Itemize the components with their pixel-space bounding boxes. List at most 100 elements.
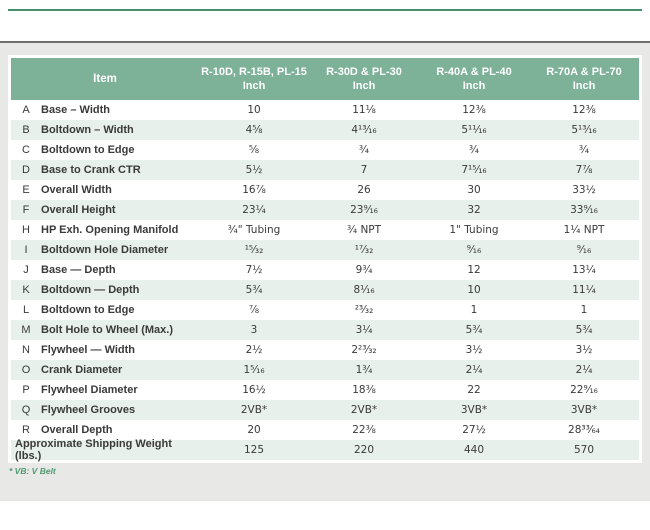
- row-item-label: Boltdown to Edge: [41, 144, 135, 156]
- column-header-model: R-30D & PL-30: [326, 66, 402, 78]
- table-row: L Boltdown to Edge ⅞ ²³⁄₃₂ 1 1: [11, 300, 639, 320]
- table-row: F Overall Height 23¼ 23⁹⁄₁₆ 32 33⁹⁄₁₆: [11, 200, 639, 220]
- row-item-label: Flywheel — Width: [41, 344, 136, 356]
- row-value: 7½: [245, 264, 263, 276]
- table-row: N Flywheel — Width 2½ 2²³⁄₃₂ 3½ 3½: [11, 340, 639, 360]
- spec-table: Item R-10D, R-15B, PL-15 Inch R-30D & PL…: [8, 55, 642, 463]
- row-item-label: Flywheel Diameter: [41, 384, 138, 396]
- row-letter: I: [24, 244, 28, 256]
- row-letter: A: [22, 104, 30, 116]
- row-value: 1¼ NPT: [563, 224, 605, 236]
- column-header-unit: Inch: [462, 80, 486, 92]
- row-item-label: Bolt Hole to Wheel (Max.): [41, 324, 173, 336]
- row-value: 3½: [465, 344, 483, 356]
- row-item-label: Overall Depth: [41, 424, 113, 436]
- table-row: A Base – Width 10 11⅛ 12⅜ 12⅜: [11, 100, 639, 120]
- row-value: ¾: [468, 144, 480, 156]
- column-header-unit: Inch: [572, 80, 596, 92]
- row-value: 18⅜: [352, 384, 376, 396]
- row-item-label: Base – Width: [41, 104, 110, 116]
- column-header-r40a: R-40A & PL-40 Inch: [419, 65, 529, 93]
- row-value: 4¹³⁄₁₆: [351, 124, 377, 136]
- row-letter: F: [22, 204, 30, 216]
- row-value: 2VB*: [350, 404, 378, 416]
- column-header-r70a: R-70A & PL-70 Inch: [529, 65, 639, 93]
- row-value: 3: [250, 324, 258, 336]
- row-value: ⁹⁄₁₆: [576, 244, 592, 256]
- row-value: 7¹⁵⁄₁₆: [461, 164, 487, 176]
- row-value: 4⅝: [245, 124, 263, 136]
- row-value: 7⅞: [575, 164, 593, 176]
- accent-divider-line: [8, 9, 642, 11]
- row-value: 33½: [572, 184, 596, 196]
- row-item-label: Boltdown Hole Diameter: [41, 244, 169, 256]
- table-row: C Boltdown to Edge ⅝ ¾ ¾ ¾: [11, 140, 639, 160]
- row-value: 7: [360, 164, 368, 176]
- table-body: A Base – Width 10 11⅛ 12⅜ 12⅜ B Boltdown – Widt…: [11, 100, 639, 440]
- row-value: 5¹³⁄₁₆: [571, 124, 597, 136]
- row-value: 10: [467, 284, 481, 296]
- row-value: 1⁵⁄₁₆: [243, 364, 265, 376]
- row-value: 3½: [575, 344, 593, 356]
- summary-value: 220: [353, 444, 375, 456]
- row-letter: E: [22, 184, 30, 196]
- row-item-label: Overall Width: [41, 184, 112, 196]
- column-header-unit: Inch: [352, 80, 376, 92]
- row-letter: C: [22, 144, 30, 156]
- column-header-model: R-40A & PL-40: [436, 66, 512, 78]
- row-value: 5¾: [245, 284, 263, 296]
- row-value: 3¼: [355, 324, 373, 336]
- row-value: 16½: [242, 384, 266, 396]
- row-letter: R: [22, 424, 30, 436]
- table-row: E Overall Width 16⅞ 26 30 33½: [11, 180, 639, 200]
- row-value: 2¼: [575, 364, 593, 376]
- table-row: H HP Exh. Opening Manifold ¾" Tubing ¾ NPT 1…: [11, 220, 639, 240]
- row-value: ¾" Tubing: [227, 224, 281, 236]
- row-item-label: Overall Height: [41, 204, 116, 216]
- row-letter: N: [22, 344, 30, 356]
- row-value: 32: [467, 204, 481, 216]
- row-value: ¹⁵⁄₃₂: [244, 244, 264, 256]
- row-letter: Q: [21, 404, 31, 416]
- row-value: 5¹¹⁄₁₆: [461, 124, 487, 136]
- row-value: 2²³⁄₃₂: [351, 344, 377, 356]
- table-row: K Boltdown — Depth 5¾ 8¹⁄₁₆ 10 11¼: [11, 280, 639, 300]
- row-value: 5¾: [465, 324, 483, 336]
- summary-value: 440: [463, 444, 485, 456]
- row-value: 2VB*: [240, 404, 268, 416]
- row-value: ¹⁷⁄₃₂: [354, 244, 374, 256]
- row-letter: H: [22, 224, 30, 236]
- column-header-unit: Inch: [242, 80, 266, 92]
- row-value: 23¼: [242, 204, 266, 216]
- row-letter: K: [22, 284, 30, 296]
- item-column-header: Item: [93, 73, 117, 85]
- row-value: 28³³⁄₆₄: [568, 424, 600, 436]
- summary-value: 570: [573, 444, 595, 456]
- row-value: 1: [470, 304, 478, 316]
- row-value: ⅞: [248, 304, 260, 316]
- table-header-row: Item R-10D, R-15B, PL-15 Inch R-30D & PL…: [11, 58, 639, 100]
- row-value: ¾ NPT: [346, 224, 382, 236]
- row-value: 2¼: [465, 364, 483, 376]
- row-value: 16⅞: [242, 184, 266, 196]
- row-value: 27½: [462, 424, 486, 436]
- row-letter: P: [22, 384, 30, 396]
- row-value: 11¼: [572, 284, 596, 296]
- table-row: Q Flywheel Grooves 2VB* 2VB* 3VB* 3VB*: [11, 400, 639, 420]
- column-header-model: R-10D, R-15B, PL-15: [201, 66, 307, 78]
- table-row: J Base — Depth 7½ 9¾ 12 13¼: [11, 260, 639, 280]
- row-value: 1: [580, 304, 588, 316]
- row-item-label: Flywheel Grooves: [41, 404, 136, 416]
- row-value: 12⅜: [572, 104, 596, 116]
- row-value: 8¹⁄₁₆: [353, 284, 375, 296]
- row-value: 11⅛: [352, 104, 376, 116]
- row-letter: B: [22, 124, 30, 136]
- row-value: 22⁹⁄₁₆: [570, 384, 598, 396]
- row-value: 13¼: [572, 264, 596, 276]
- column-header-r10d: R-10D, R-15B, PL-15 Inch: [199, 65, 309, 93]
- row-letter: O: [21, 364, 31, 376]
- row-value: 3VB*: [570, 404, 598, 416]
- row-value: 3VB*: [460, 404, 488, 416]
- vb-footnote: * VB: V Belt: [9, 466, 56, 476]
- row-item-label: HP Exh. Opening Manifold: [41, 224, 179, 236]
